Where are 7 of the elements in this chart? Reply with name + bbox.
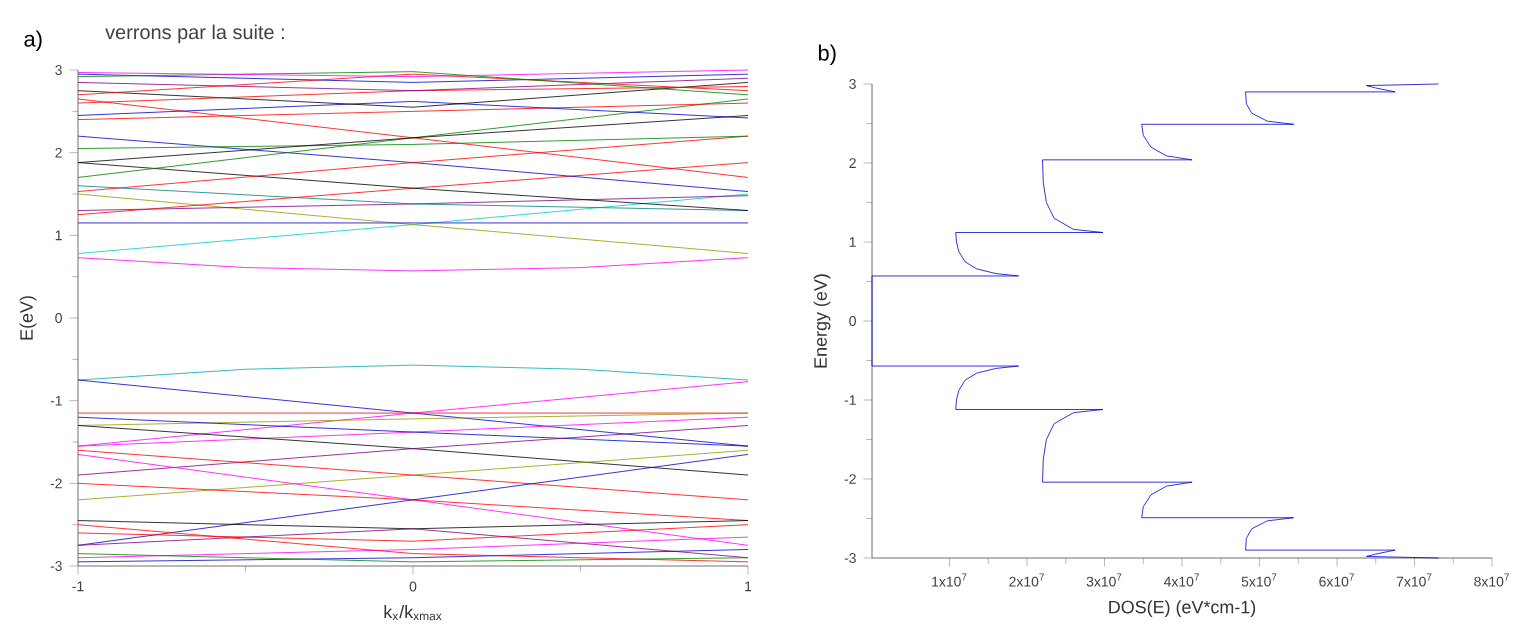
chart-title: a) [24,30,42,52]
text: verrons par la suite : [105,24,284,44]
x-axis-title: DOS(E) (eV*cm-1) [1109,600,1256,617]
chart-title: b) [818,44,836,66]
y-axis-title: E(eV) [19,296,37,340]
y-axis-title: Energy (eV) [813,274,831,368]
x-axis-title: k$_{x}$/k$_{xmax}$ [384,605,442,621]
